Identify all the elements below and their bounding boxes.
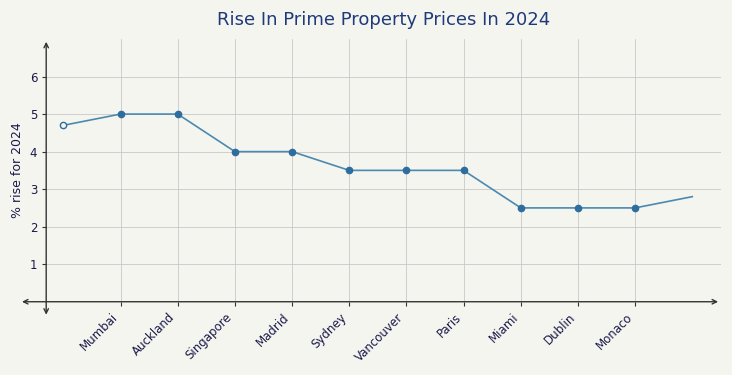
Title: Rise In Prime Property Prices In 2024: Rise In Prime Property Prices In 2024 <box>217 11 550 29</box>
Y-axis label: % rise for 2024: % rise for 2024 <box>11 123 24 218</box>
